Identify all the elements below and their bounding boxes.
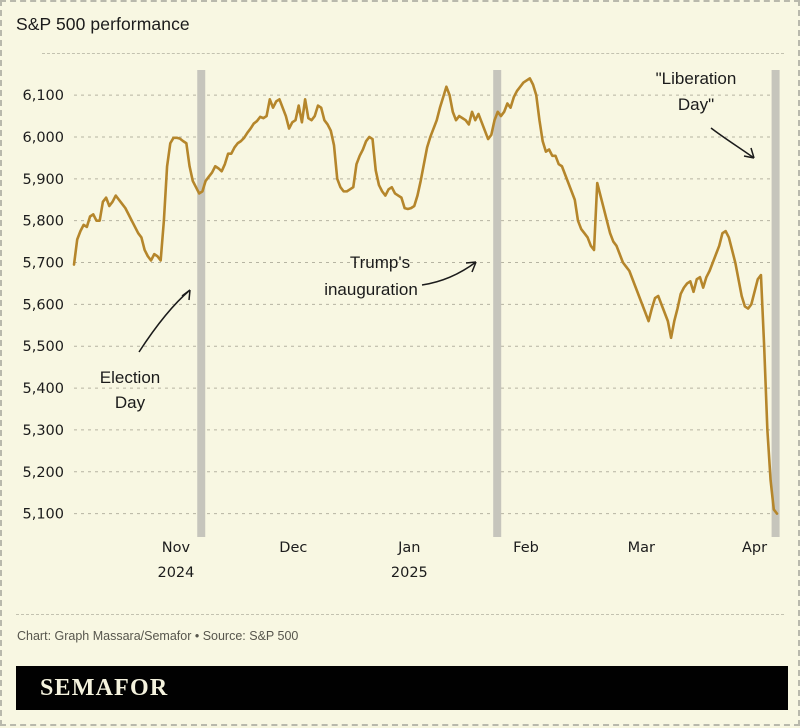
annotation-election-day-line1: Election [100, 368, 160, 387]
x-axis-tick-label: Apr [742, 540, 767, 556]
annotation-trump-line2: inauguration [324, 280, 418, 299]
annotation-liberation-arrowhead [743, 147, 755, 159]
annotation-liberation-day: "Liberation Day" [656, 69, 755, 159]
x-axis-labels-group: Nov 2024 Dec Jan 2025 Feb Mar Apr [157, 540, 767, 581]
semafor-logo-bar: SEMAFOR [16, 666, 788, 710]
y-axis-tick-label: 5,200 [22, 465, 64, 481]
annotation-trump-inauguration: Trump's inauguration [324, 253, 477, 299]
x-axis-tick-label: Dec [279, 540, 307, 556]
footer-divider [16, 614, 784, 615]
x-axis-year-label: 2024 [157, 565, 194, 581]
vertical-event-marker [197, 70, 206, 537]
x-axis-tick-label: Mar [628, 540, 655, 556]
annotation-election-day-line2: Day [115, 393, 146, 412]
vertical-event-marker [771, 70, 780, 537]
x-axis-tick-label: Feb [513, 540, 539, 556]
title-divider [42, 53, 784, 54]
vertical-markers-group [197, 70, 780, 537]
y-axis-tick-label: 5,700 [22, 256, 64, 272]
x-axis-tick-label: Nov [162, 540, 191, 556]
y-axis-tick-label: 5,800 [22, 214, 64, 230]
annotation-liberation-arrow [710, 127, 755, 159]
annotation-trump-line1: Trump's [350, 253, 410, 272]
annotation-liberation-line1: "Liberation [656, 69, 737, 88]
y-axis-tick-label: 6,000 [22, 130, 64, 146]
y-axis-tick-label: 5,600 [22, 297, 64, 313]
y-axis-labels-group: 5,100 5,200 5,300 5,400 5,500 5,600 5,700 5,800… [22, 88, 64, 523]
chart-credit: Chart: Graph Massara/Semafor • Source: S… [17, 629, 299, 643]
vertical-event-marker [493, 70, 502, 537]
annotation-trump-arrowhead [465, 261, 477, 273]
annotation-liberation-line2: Day" [678, 95, 714, 114]
annotation-election-day-arrow [138, 289, 191, 353]
y-axis-tick-label: 5,400 [22, 381, 64, 397]
y-axis-tick-label: 5,100 [22, 507, 64, 523]
x-axis-tick-label: Jan [397, 540, 420, 556]
annotation-election-day-arrowhead [181, 289, 191, 301]
page-title: S&P 500 performance [16, 14, 190, 34]
annotation-trump-arrow [421, 261, 477, 286]
y-axis-tick-label: 5,900 [22, 172, 64, 188]
y-axis-tick-label: 5,300 [22, 423, 64, 439]
annotation-election-day: Election Day [100, 289, 191, 412]
x-axis-year-label: 2025 [391, 565, 428, 581]
y-axis-tick-label: 5,500 [22, 339, 64, 355]
sp500-line-series [72, 77, 779, 515]
semafor-logo-text: SEMAFOR [40, 675, 169, 701]
y-axis-tick-label: 6,100 [22, 88, 64, 104]
gridlines-group [74, 94, 777, 515]
